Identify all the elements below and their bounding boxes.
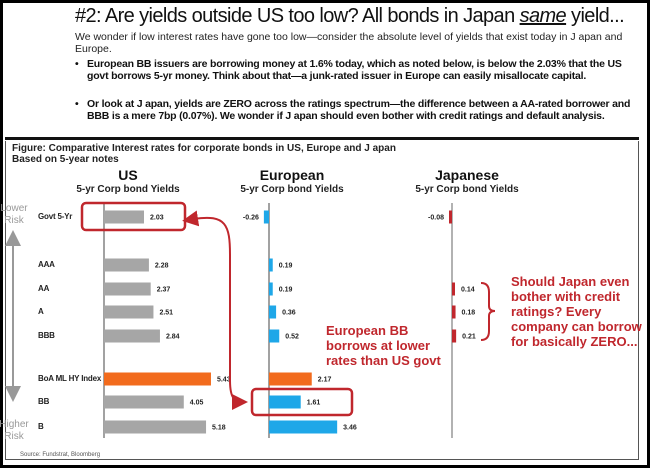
slide-title: #2: Are yields outside US too low? All b… bbox=[75, 5, 625, 28]
bar bbox=[269, 372, 312, 386]
category-label: BBB bbox=[38, 331, 55, 340]
higher-risk-label: Higher Risk bbox=[0, 419, 29, 442]
eu-bb-highlight-box bbox=[250, 387, 354, 417]
us-panel-title: US bbox=[118, 167, 138, 183]
category-label: Govt 5-Yr bbox=[38, 212, 73, 221]
bar-value-label: 5.43 bbox=[217, 377, 231, 384]
bar bbox=[269, 282, 273, 296]
bar-value-label: 3.46 bbox=[343, 425, 357, 432]
bar-value-label: 2.84 bbox=[166, 334, 180, 341]
category-label: AAA bbox=[38, 260, 55, 269]
bar-value-label: 2.37 bbox=[157, 287, 171, 294]
bar bbox=[104, 395, 184, 409]
bar bbox=[263, 210, 269, 224]
bar bbox=[269, 420, 338, 434]
bar-value-label: 0.14 bbox=[461, 287, 475, 294]
bullet-europe: European BB issuers are borrowing money … bbox=[75, 58, 642, 82]
bar-value-label: 2.17 bbox=[318, 377, 332, 384]
divider bbox=[5, 137, 639, 140]
bar bbox=[104, 372, 211, 386]
bar bbox=[104, 210, 144, 224]
category-label: BB bbox=[38, 397, 50, 406]
category-label: BoA ML HY Index bbox=[38, 374, 102, 383]
bar-value-label: 2.51 bbox=[159, 310, 173, 317]
chart-title: Figure: Comparative Interest rates for c… bbox=[12, 143, 396, 154]
bar bbox=[104, 305, 154, 319]
bar-value-label: -0.08 bbox=[428, 215, 444, 222]
category-label: A bbox=[38, 307, 44, 316]
bar bbox=[269, 305, 277, 319]
bar bbox=[269, 258, 273, 272]
bar-value-label: 0.19 bbox=[279, 287, 293, 294]
chart-subtitle: Based on 5-year notes bbox=[12, 154, 119, 165]
comparison-arrow bbox=[182, 210, 248, 410]
japan-annotation: Should Japan even bother with credit rat… bbox=[511, 274, 642, 349]
bar-value-label: -0.26 bbox=[243, 215, 259, 222]
bar-value-label: 0.19 bbox=[279, 263, 293, 270]
bar bbox=[104, 420, 207, 434]
bar bbox=[452, 282, 455, 296]
bar bbox=[269, 329, 280, 343]
bar-value-label: 0.36 bbox=[282, 310, 296, 317]
eu-panel-title: European bbox=[259, 167, 325, 183]
category-label: AA bbox=[38, 284, 50, 293]
bar-value-label: 0.18 bbox=[462, 310, 476, 317]
bar bbox=[452, 305, 456, 319]
europe-annotation: European BB borrows at lower rates than … bbox=[326, 323, 441, 368]
japan-brace bbox=[480, 282, 496, 341]
bar bbox=[104, 329, 160, 343]
bar bbox=[452, 329, 457, 343]
bar bbox=[449, 210, 452, 224]
bar-value-label: 4.05 bbox=[190, 400, 204, 407]
us-panel-subtitle: 5-yr Corp bond Yields bbox=[76, 184, 180, 195]
title-emphasis: same bbox=[519, 5, 567, 27]
bar-value-label: 2.03 bbox=[150, 215, 164, 222]
bullet-japan: Or look at J apan, yields are ZERO acros… bbox=[75, 98, 642, 122]
bar bbox=[104, 282, 151, 296]
source-note: Source: Fundstrat, Bloomberg bbox=[20, 452, 101, 458]
jp-panel-subtitle: 5-yr Corp bond Yields bbox=[415, 184, 519, 195]
bar bbox=[269, 395, 301, 409]
eu-panel-subtitle: 5-yr Corp bond Yields bbox=[240, 184, 344, 195]
bar-value-label: 1.61 bbox=[307, 400, 321, 407]
title-text: #2: Are yields outside US too low? All b… bbox=[75, 5, 520, 27]
bar-value-label: 5.18 bbox=[212, 425, 226, 432]
bar-value-label: 2.28 bbox=[155, 263, 169, 270]
category-label: B bbox=[38, 422, 44, 431]
title-text-end: yield... bbox=[566, 5, 625, 27]
bar-value-label: 0.52 bbox=[285, 334, 299, 341]
bar bbox=[104, 258, 149, 272]
figure-caption: Figure: Comparative Interest rates for c… bbox=[12, 143, 396, 165]
lower-risk-label: Lower Risk bbox=[0, 203, 28, 226]
jp-panel-title: Japanese bbox=[435, 167, 499, 183]
intro-text: We wonder if low interest rates have gon… bbox=[75, 31, 623, 55]
bar-value-label: 0.21 bbox=[462, 334, 476, 341]
